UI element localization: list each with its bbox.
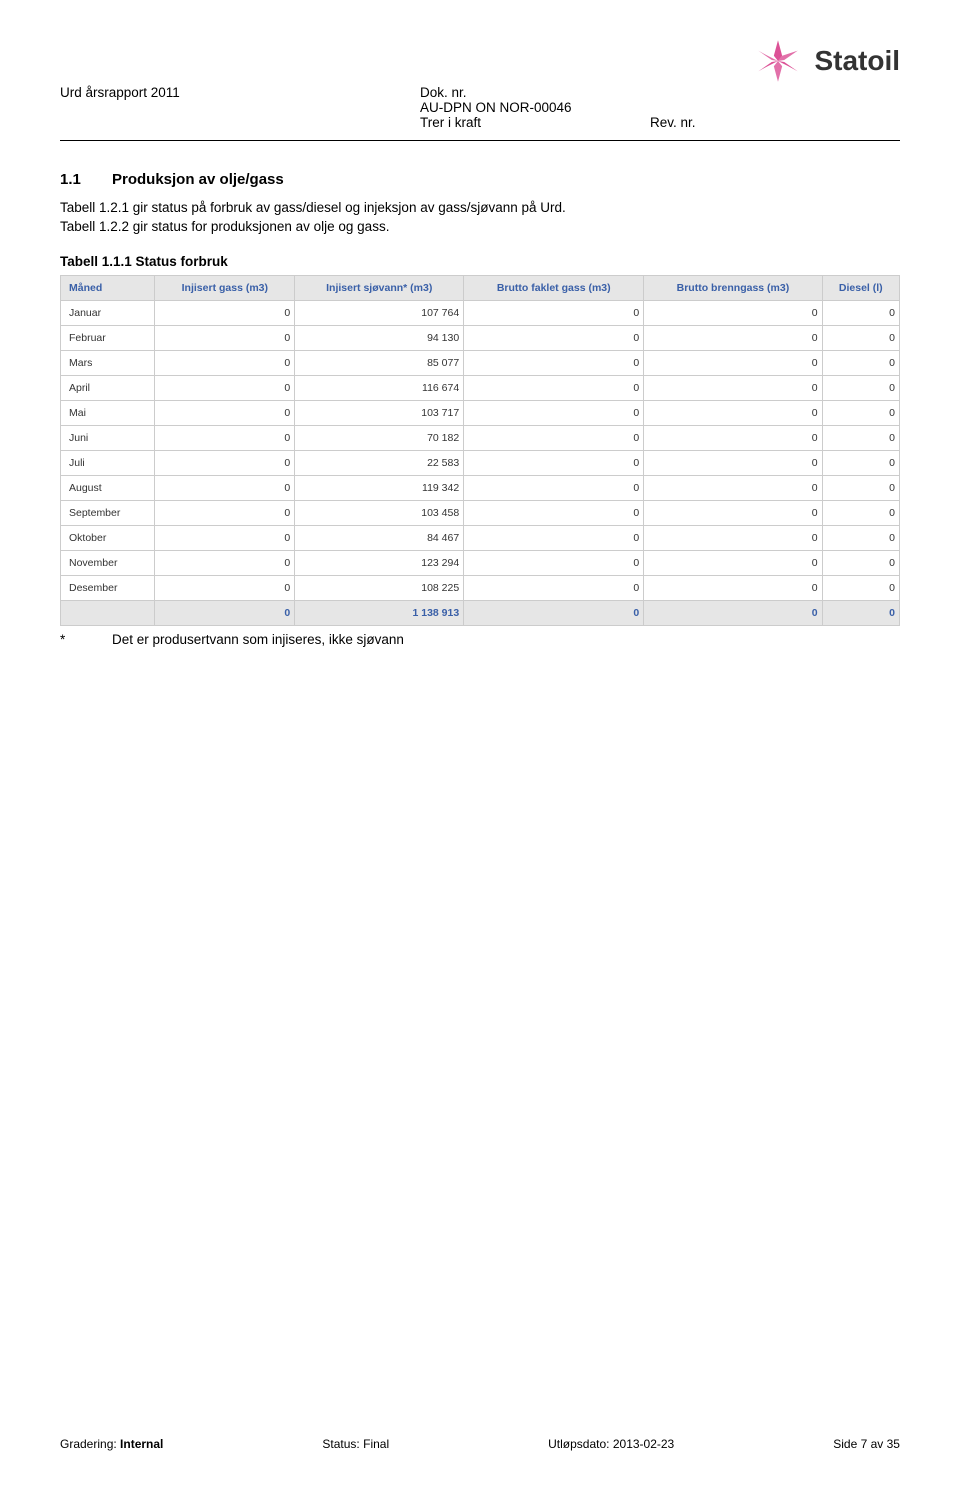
logo: Statoil [752, 35, 900, 87]
footnote: *Det er produsertvann som injiseres, ikk… [60, 632, 900, 647]
footer-page: Side 7 av 35 [833, 1437, 900, 1451]
table-row: Oktober084 467000 [61, 526, 900, 551]
intro-line-2: Tabell 1.2.2 gir status for produksjonen… [60, 219, 900, 234]
table-title: Tabell 1.1.1 Status forbruk [60, 254, 900, 269]
col-brutto-brenngass: Brutto brenngass (m3) [644, 276, 822, 301]
report-title: Urd årsrapport 2011 [60, 85, 420, 130]
effective-label: Trer i kraft [420, 115, 650, 130]
table-row: Juli022 583000 [61, 451, 900, 476]
intro-line-1: Tabell 1.2.1 gir status på forbruk av ga… [60, 200, 900, 215]
footer-grading: Gradering: Internal [60, 1437, 163, 1451]
doc-nr: AU-DPN ON NOR-00046 [420, 100, 900, 115]
page-footer: Gradering: Internal Status: Final Utløps… [60, 1437, 900, 1451]
footnote-text: Det er produsertvann som injiseres, ikke… [112, 632, 404, 647]
table-row: Desember0108 225000 [61, 576, 900, 601]
table-row: Januar0107 764000 [61, 301, 900, 326]
rev-label: Rev. nr. [650, 115, 696, 130]
footer-status: Status: Final [322, 1437, 389, 1451]
col-injisert-sjovann: Injisert sjøvann* (m3) [295, 276, 464, 301]
section-heading: 1.1Produksjon av olje/gass [60, 171, 900, 188]
doc-header: Urd årsrapport 2011 Dok. nr. AU-DPN ON N… [60, 85, 900, 130]
col-maned: Måned [61, 276, 155, 301]
section-title: Produksjon av olje/gass [112, 171, 284, 188]
status-forbruk-table: Måned Injisert gass (m3) Injisert sjøvan… [60, 275, 900, 626]
table-row: April0116 674000 [61, 376, 900, 401]
table-row: August0119 342000 [61, 476, 900, 501]
col-brutto-faklet: Brutto faklet gass (m3) [464, 276, 644, 301]
table-row: Mai0103 717000 [61, 401, 900, 426]
statoil-star-icon [752, 35, 804, 87]
table-total-row: 01 138 913000 [61, 601, 900, 626]
table-header-row: Måned Injisert gass (m3) Injisert sjøvan… [61, 276, 900, 301]
col-injisert-gass: Injisert gass (m3) [155, 276, 295, 301]
header-divider [60, 140, 900, 141]
footer-expiry: Utløpsdato: 2013-02-23 [548, 1437, 674, 1451]
table-row: November0123 294000 [61, 551, 900, 576]
table-row: Februar094 130000 [61, 326, 900, 351]
col-diesel: Diesel (l) [822, 276, 899, 301]
page: Statoil Urd årsrapport 2011 Dok. nr. AU-… [0, 0, 960, 1491]
table-body: Januar0107 764000 Februar094 130000 Mars… [61, 301, 900, 626]
table-row: Mars085 077000 [61, 351, 900, 376]
section-number: 1.1 [60, 171, 112, 188]
footnote-marker: * [60, 632, 112, 647]
table-row: Juni070 182000 [61, 426, 900, 451]
logo-text: Statoil [814, 45, 900, 77]
doc-nr-label: Dok. nr. [420, 85, 900, 100]
table-row: September0103 458000 [61, 501, 900, 526]
